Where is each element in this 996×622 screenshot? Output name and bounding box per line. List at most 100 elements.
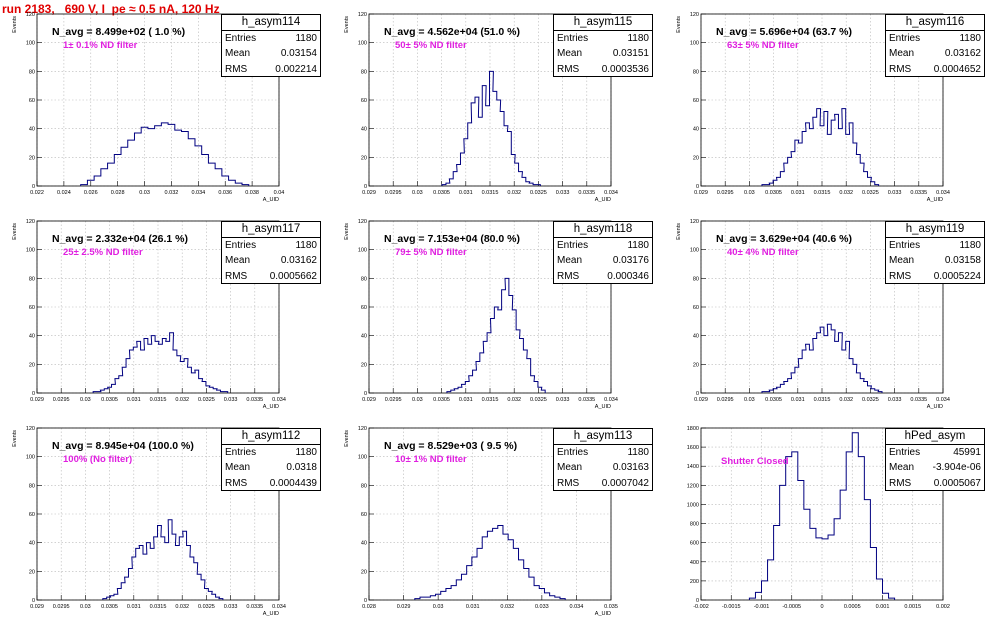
stat-value: 1180 (959, 240, 981, 251)
histogram-bin (121, 147, 128, 186)
histogram-bin (188, 139, 195, 186)
x-tick-label: 0.034 (272, 397, 286, 403)
histogram-outline (748, 432, 896, 600)
n-avg-label: N_avg = 2.332e+04 (26.1 %) (52, 233, 189, 245)
histogram-bin (835, 341, 839, 393)
histogram-bin (151, 336, 155, 393)
y-tick-label: 400 (690, 560, 699, 566)
x-tick-label: 0.03 (139, 190, 150, 196)
histogram-bin (458, 387, 462, 393)
x-tick-label: 0.001 (876, 604, 890, 610)
x-tick-label: 0.0295 (53, 397, 70, 403)
x-tick-label: 0.002 (936, 604, 950, 610)
histogram-bin (824, 111, 828, 186)
histogram-bin (527, 359, 531, 393)
histogram-bin (129, 350, 133, 393)
y-tick-label: 80 (29, 69, 35, 75)
stat-label: RMS (557, 477, 580, 489)
stat-value: 1180 (295, 240, 317, 251)
y-tick-label: 120 (26, 426, 35, 432)
histogram-bin (504, 126, 508, 186)
x-tick-label: 0.028 (111, 190, 125, 196)
histogram-bin (515, 163, 519, 186)
histogram-bin (802, 132, 806, 186)
stat-label: Entries (557, 447, 589, 458)
x-tick-label: 0.033 (224, 397, 238, 403)
histogram-bin (216, 597, 220, 600)
histogram-bin (464, 139, 468, 186)
y-tick-label: 20 (29, 155, 35, 161)
y-axis-label: Events (676, 16, 682, 33)
stat-row: Entries 1180 (886, 238, 984, 253)
histogram-bin (100, 390, 104, 393)
x-tick-label: 0.031 (791, 190, 805, 196)
x-tick-label: 0.028 (362, 604, 376, 610)
x-axis-label: A_UID (595, 404, 611, 410)
histogram-bin (827, 134, 831, 186)
y-tick-label: 1000 (687, 502, 699, 508)
histogram-bin (168, 124, 175, 186)
histogram-bin (536, 185, 540, 186)
y-tick-label: 120 (690, 12, 699, 18)
x-tick-label: 0.026 (84, 190, 98, 196)
y-tick-label: 120 (26, 219, 35, 225)
y-tick-label: 120 (690, 219, 699, 225)
stat-label: Entries (889, 447, 921, 458)
histogram-bin (871, 389, 875, 393)
histogram-plot: 0.029 0.0295 0.03 0.0305 0.031 0.0315 0.032 0.0… (344, 12, 618, 203)
stat-value: 1180 (627, 447, 649, 458)
histogram-bin (802, 350, 806, 393)
stat-value: 0.0004439 (269, 477, 317, 489)
stat-value: 0.03163 (612, 462, 649, 474)
histogram-bin (858, 457, 864, 600)
histogram-bin (114, 594, 118, 600)
x-tick-label: 0.0295 (385, 190, 402, 196)
histogram-bin (511, 154, 515, 186)
filter-label: 63± 5% ND filter (727, 40, 799, 51)
histogram-bin (544, 593, 549, 600)
x-tick-label: 0.0325 (198, 604, 215, 610)
histogram-panel: 0.029 0.0295 0.03 0.0305 0.031 0.0315 0.032 0.0… (0, 414, 332, 621)
filter-label: 40± 4% ND filter (727, 247, 799, 258)
stat-label: Mean (889, 255, 915, 267)
y-tick-label: 40 (29, 541, 35, 547)
histogram-bin (524, 568, 529, 600)
stat-label: RMS (225, 63, 248, 75)
x-tick-label: 0.034 (272, 604, 286, 610)
stat-value: 1180 (295, 33, 317, 44)
x-axis-label: A_UID (595, 197, 611, 203)
x-tick-label: 0.029 (30, 397, 44, 403)
histogram-bin (215, 169, 222, 186)
histogram-bin (219, 599, 223, 600)
stat-value: 0.0004652 (933, 63, 981, 75)
stat-label: Entries (225, 447, 257, 458)
stat-value: 1180 (627, 33, 649, 44)
histogram-bin (498, 525, 503, 600)
histogram-bin (526, 182, 530, 186)
histogram-outline (441, 70, 541, 186)
x-tick-label: 0.0015 (904, 604, 921, 610)
histogram-bin (513, 548, 518, 600)
histogram-bin (856, 373, 860, 393)
histogram-bin (889, 598, 895, 600)
histogram-bin (755, 592, 761, 600)
y-tick-label: 40 (693, 127, 699, 133)
histogram-bin (560, 599, 565, 600)
stat-label: RMS (225, 477, 248, 489)
stat-label: RMS (225, 270, 248, 282)
histogram-bin (849, 123, 853, 186)
histogram-bin (870, 547, 876, 600)
x-tick-label: 0.033 (888, 397, 902, 403)
histogram-bin (768, 560, 774, 600)
x-tick-label: 0.0315 (150, 604, 167, 610)
histogram-bin (97, 392, 101, 393)
histogram-bin (480, 353, 484, 393)
stat-row: RMS 0.0004439 (222, 476, 320, 491)
histogram-bin (175, 546, 179, 600)
histogram-bin (208, 163, 215, 186)
y-tick-label: 60 (361, 305, 367, 311)
histogram-bin (784, 382, 788, 393)
x-tick-label: 0.033 (224, 604, 238, 610)
histogram-bin (883, 593, 889, 600)
x-tick-label: 0.0005 (844, 604, 861, 610)
